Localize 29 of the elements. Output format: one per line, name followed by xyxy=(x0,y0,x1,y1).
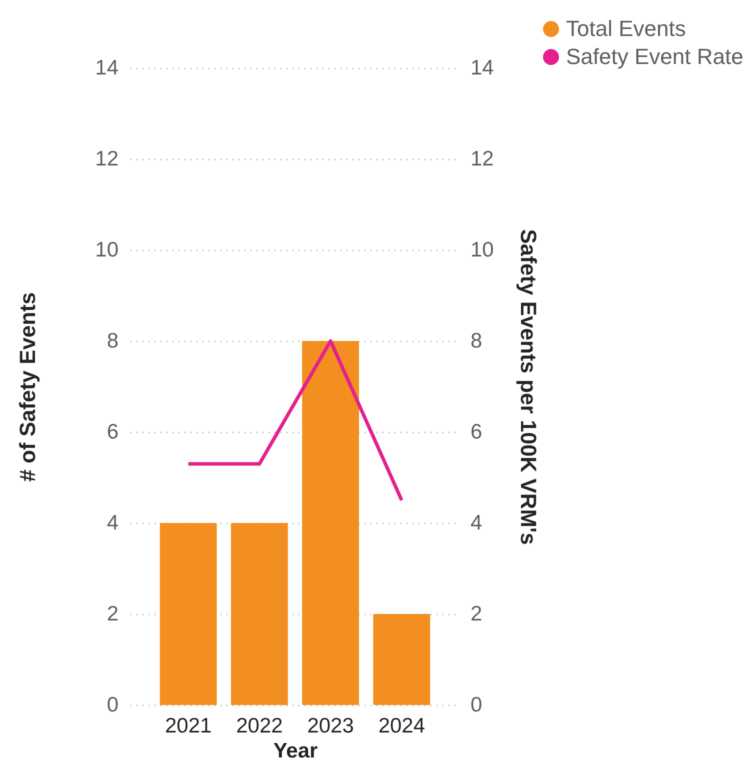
y2-tick-label: 8 xyxy=(470,330,482,352)
y2-tick-label: 4 xyxy=(470,512,482,534)
x-axis-title: Year xyxy=(273,740,318,762)
y-tick-label: 6 xyxy=(106,420,118,444)
y2-axis-title: Safety Events per 100K VRM's xyxy=(516,229,541,545)
y-axis-title: # of Safety Events xyxy=(15,292,40,482)
y2-tick-label: 0 xyxy=(470,694,482,716)
bar xyxy=(373,614,430,705)
y2-tick-label: 12 xyxy=(470,148,494,170)
y-tick-label: 0 xyxy=(106,694,118,716)
bar xyxy=(230,523,288,705)
y2-tick-label: 14 xyxy=(470,56,494,80)
y-tick-label: 14 xyxy=(95,56,119,80)
bar xyxy=(302,341,360,705)
y-tick-label: 2 xyxy=(106,602,118,626)
legend-label: Safety Event Rate xyxy=(566,44,744,69)
bar xyxy=(160,523,217,705)
x-tick-label: 2024 xyxy=(378,714,426,738)
y-tick-label: 10 xyxy=(95,238,118,262)
x-tick-label: 2023 xyxy=(307,714,354,738)
y-tick-label: 8 xyxy=(106,330,118,352)
x-tick-label: 2022 xyxy=(236,714,283,738)
x-tick-label: 2021 xyxy=(164,714,212,738)
legend-label: Total Events xyxy=(566,16,686,41)
y2-tick-label: 2 xyxy=(470,602,482,626)
y-tick-label: 4 xyxy=(106,512,119,534)
y2-tick-label: 6 xyxy=(470,420,482,444)
y-tick-label: 12 xyxy=(95,148,118,170)
y2-tick-label: 10 xyxy=(470,238,494,262)
